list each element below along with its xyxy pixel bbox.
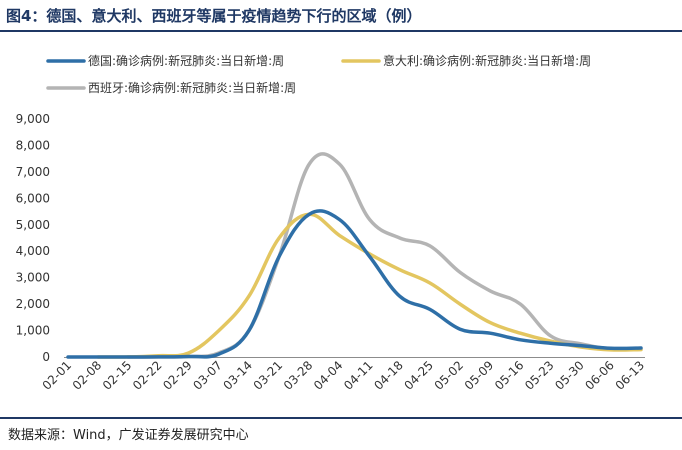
title-rule <box>0 30 682 32</box>
x-tick-label: 03-07 <box>190 358 225 393</box>
x-tick-label: 05-16 <box>492 358 527 393</box>
x-tick-label: 04-18 <box>371 358 406 393</box>
y-tick-label: 0 <box>42 350 50 364</box>
series-line-2 <box>96 212 643 359</box>
x-tick-label: 05-02 <box>432 358 467 393</box>
x-tick-label: 02-29 <box>160 358 195 393</box>
y-tick-label: 4,000 <box>16 244 50 258</box>
legend-label-2: 意大利:确诊病例:新冠肺炎:当日新增:周 <box>383 53 591 68</box>
series-line-1 <box>66 209 643 359</box>
x-tick-label: 03-21 <box>251 358 286 393</box>
source-note: 数据来源：Wind，广发证券发展研究中心 <box>8 428 249 443</box>
y-tick-label: 5,000 <box>16 218 50 232</box>
line-chart: 德国:确诊病例:新冠肺炎:当日新增:周 意大利:确诊病例:新冠肺炎:当日新增:周西… <box>16 53 648 393</box>
x-tick-label: 05-23 <box>522 358 557 393</box>
chart-title: 图4：德国、意大利、西班牙等属于疫情趋势下行的区域（例） <box>6 7 422 25</box>
y-tick-label: 8,000 <box>16 138 50 152</box>
x-tick-label: 04-25 <box>401 358 436 393</box>
x-tick-label: 03-14 <box>221 358 256 393</box>
legend-label-1: 德国:确诊病例:新冠肺炎:当日新增:周 <box>88 53 284 68</box>
y-tick-label: 3,000 <box>16 271 50 285</box>
x-tick-label: 02-15 <box>100 358 135 393</box>
x-tick-label: 04-11 <box>341 358 376 393</box>
y-tick-label: 7,000 <box>16 165 50 179</box>
x-tick-label: 02-08 <box>70 358 105 393</box>
x-tick-label: 03-28 <box>281 358 316 393</box>
y-tick-label: 9,000 <box>16 112 50 126</box>
legend-label-3: 西班牙:确诊病例:新冠肺炎:当日新增:周 <box>88 80 296 95</box>
x-tick-label: 05-09 <box>462 358 497 393</box>
x-tick-label: 05-30 <box>552 358 587 393</box>
y-tick-label: 6,000 <box>16 191 50 205</box>
footer-rule <box>0 417 682 419</box>
y-tick-label: 1,000 <box>16 324 50 338</box>
x-tick-label: 06-13 <box>613 358 648 393</box>
x-tick-label: 06-06 <box>582 358 617 393</box>
y-tick-label: 2,000 <box>16 297 50 311</box>
x-tick-label: 04-04 <box>311 358 346 393</box>
x-tick-label: 02-22 <box>130 358 165 393</box>
series-line-3 <box>126 152 643 359</box>
